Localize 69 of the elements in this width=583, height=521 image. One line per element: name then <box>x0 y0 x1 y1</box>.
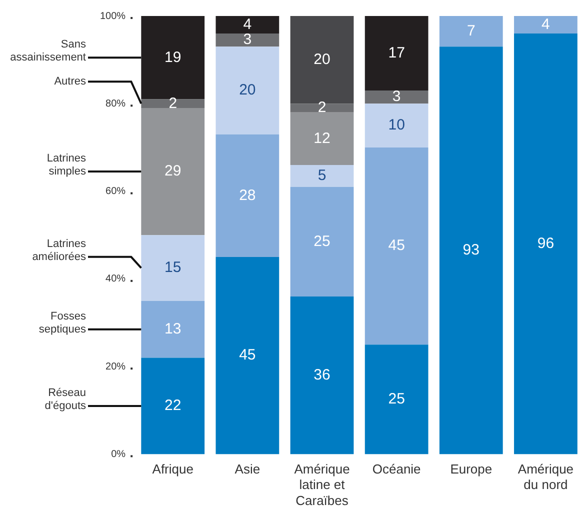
y-tick-label: 0% <box>111 448 126 460</box>
bar <box>216 134 280 258</box>
y-tick-label: 100% <box>100 10 126 22</box>
bar <box>290 186 354 296</box>
data-label: 3 <box>392 88 401 106</box>
x-tick-label: Asie <box>234 462 260 477</box>
text: Autres <box>54 76 86 88</box>
data-label: 2 <box>318 99 326 116</box>
data-label: 22 <box>164 397 182 414</box>
y-tick-label: 40% <box>106 274 126 285</box>
bar <box>141 99 205 108</box>
bar <box>290 112 354 165</box>
x-tick-label: Amérique du nord <box>518 462 574 492</box>
text: Sans assainissement <box>10 38 86 64</box>
bar <box>290 164 354 187</box>
bar <box>364 344 428 454</box>
bar <box>290 104 354 112</box>
bar <box>141 300 205 358</box>
bar <box>439 46 503 454</box>
data-label: 13 <box>164 320 182 338</box>
text: Fosses septiques <box>38 310 86 336</box>
data-label: 29 <box>164 162 182 180</box>
bar <box>290 296 354 454</box>
data-label: 45 <box>239 346 256 364</box>
data-label: 5 <box>318 167 326 184</box>
data-label: 3 <box>243 31 252 48</box>
bar <box>141 358 205 454</box>
bar <box>514 34 578 454</box>
text: Réseau d'égouts <box>44 387 86 412</box>
data-label: 15 <box>164 259 182 276</box>
data-label: 4 <box>542 16 550 33</box>
text: Latrines simples <box>46 152 86 178</box>
bar <box>216 34 280 47</box>
data-label: 2 <box>168 94 178 112</box>
y-tick-label: 20% <box>106 361 126 372</box>
data-label: 45 <box>388 237 405 254</box>
bar <box>364 16 428 90</box>
bar <box>216 16 280 34</box>
data-label: 7 <box>466 22 476 40</box>
data-label: 28 <box>239 186 256 204</box>
data-label: 96 <box>537 235 554 252</box>
bar <box>439 16 503 47</box>
y-tick-label: 80% <box>106 98 126 110</box>
data-label: 17 <box>388 44 405 62</box>
text: Latrines améliorées <box>32 238 86 263</box>
bar <box>364 104 428 148</box>
bar <box>364 90 428 104</box>
data-label: 25 <box>314 232 330 250</box>
data-label: 10 <box>388 116 405 134</box>
data-label: 20 <box>239 82 256 99</box>
bar <box>514 16 578 34</box>
bar <box>141 16 205 100</box>
data-label: 19 <box>164 48 182 66</box>
data-label: 36 <box>314 366 330 384</box>
x-tick-label: Océanie <box>372 462 421 477</box>
bar <box>141 235 205 301</box>
data-label: 93 <box>462 242 480 259</box>
y-tick-label: 60% <box>106 186 126 198</box>
bar <box>216 46 280 134</box>
data-label: 4 <box>243 16 252 33</box>
x-tick-label: Afrique <box>152 462 194 477</box>
data-label: 20 <box>314 50 330 68</box>
x-tick-label: Amérique latine et Caraïbes <box>294 462 350 508</box>
bar <box>216 257 280 454</box>
data-label: 25 <box>388 390 405 408</box>
bar <box>364 147 428 345</box>
bar <box>141 108 205 236</box>
x-tick-label: Europe <box>450 462 492 477</box>
data-label: 12 <box>314 130 330 147</box>
